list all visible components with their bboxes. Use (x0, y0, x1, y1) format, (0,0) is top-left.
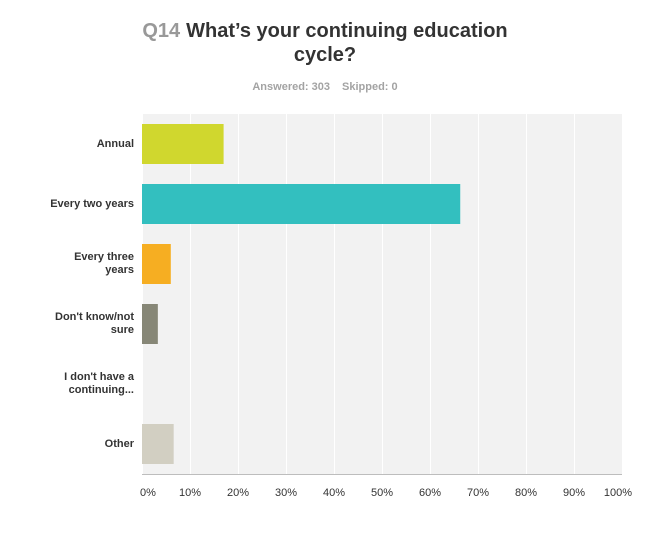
question-text-line2: cycle? (293, 44, 357, 66)
category-label-line: years (105, 264, 134, 276)
category-label: Every three years (9, 251, 134, 277)
x-tick-label: 100% (603, 487, 633, 499)
bar-3 (142, 244, 171, 284)
question-number: Q14 (142, 20, 181, 42)
bar-4 (142, 304, 158, 344)
x-tick-label: 90% (562, 487, 586, 499)
category-label-line: Every three (74, 251, 134, 263)
x-tick-label: 30% (274, 487, 298, 499)
x-tick-label: 40% (322, 487, 346, 499)
category-label: Every two years (9, 198, 134, 211)
category-label-line: continuing... (68, 384, 134, 396)
answered-count: Answered: 303 (252, 81, 331, 93)
question-text-line1: What’s your continuing education (186, 20, 508, 42)
x-tick-label: 20% (226, 487, 250, 499)
x-tick-label: 0% (140, 487, 156, 499)
bar-chart-svg (142, 114, 575, 474)
chart-title: Q14 What’s your continuing education cycl… (125, 19, 525, 67)
skipped-count: Skipped: 0 (342, 81, 398, 93)
category-label-line: Every two years (50, 197, 134, 210)
category-label-line: sure (110, 324, 134, 336)
bar-2 (142, 184, 461, 224)
x-tick-label: 10% (178, 487, 202, 499)
category-label-line: Other (104, 437, 134, 450)
x-tick-label: 50% (370, 487, 394, 499)
category-label: I don't have a continuing... (9, 371, 134, 397)
x-tick-label: 70% (466, 487, 490, 499)
category-label: Other (9, 438, 134, 451)
category-label: Don't know/not sure (9, 311, 134, 337)
category-label-line: Annual (96, 137, 134, 150)
bar-1 (142, 124, 224, 164)
category-label-line: Don't know/not (55, 311, 134, 323)
x-tick-label: 60% (418, 487, 442, 499)
category-label: Annual (9, 138, 134, 151)
plot-area (142, 114, 622, 475)
response-stats: Answered: 303 Skipped: 0 (125, 81, 525, 93)
x-tick-label: 80% (514, 487, 538, 499)
category-label-line: I don't have a (64, 371, 134, 383)
bar-6 (142, 424, 174, 464)
